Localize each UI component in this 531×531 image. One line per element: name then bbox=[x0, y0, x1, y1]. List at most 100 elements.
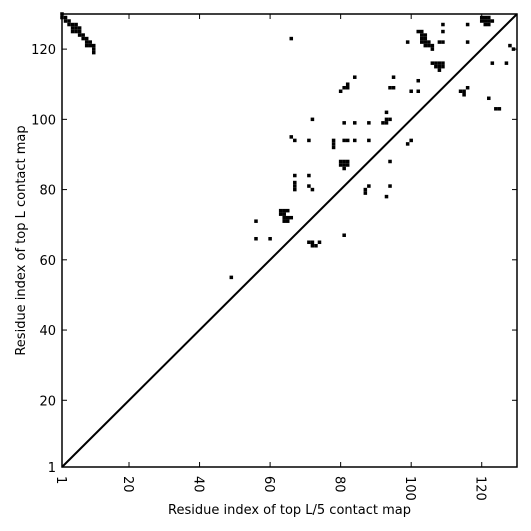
contact-cell bbox=[483, 19, 488, 23]
contact-cell bbox=[74, 22, 78, 27]
x-tick-label: 60 bbox=[261, 476, 276, 493]
contact-cell bbox=[254, 219, 258, 223]
contact-cell bbox=[384, 110, 389, 115]
contact-cell bbox=[331, 138, 336, 143]
contact-cell bbox=[363, 191, 368, 195]
contact-cell bbox=[310, 117, 315, 122]
contact-cell bbox=[63, 19, 68, 23]
contact-cell bbox=[345, 138, 350, 143]
contact-cell bbox=[282, 219, 286, 223]
contact-cell bbox=[285, 215, 290, 220]
y-tick-label: 120 bbox=[31, 43, 56, 58]
contact-cell bbox=[88, 40, 92, 44]
contact-cell bbox=[391, 75, 396, 79]
contact-cell bbox=[490, 61, 495, 65]
x-tick-label: 40 bbox=[191, 476, 206, 493]
contact-cell bbox=[293, 180, 297, 185]
contact-cell bbox=[437, 64, 442, 69]
contact-cell bbox=[317, 240, 322, 245]
contact-cell bbox=[74, 29, 78, 34]
contact-cell bbox=[289, 36, 294, 41]
contact-cell bbox=[367, 121, 371, 125]
contact-cell bbox=[430, 61, 435, 65]
contact-cell bbox=[458, 89, 463, 94]
contact-cell bbox=[84, 43, 89, 48]
contact-cell bbox=[437, 40, 442, 44]
x-tick-label: 80 bbox=[332, 476, 347, 493]
contact-cell bbox=[388, 117, 392, 122]
x-axis: 1 20 40 60 80 100 120 bbox=[53, 14, 488, 501]
contact-cell bbox=[338, 163, 343, 167]
contact-cell bbox=[384, 117, 389, 122]
contact-cell bbox=[388, 184, 392, 188]
contact-cell bbox=[441, 40, 445, 44]
contact-cell bbox=[314, 244, 318, 248]
contact-cell bbox=[391, 85, 396, 90]
contact-cell bbox=[420, 36, 424, 41]
contact-cell bbox=[465, 40, 470, 44]
contact-cell bbox=[416, 29, 421, 34]
contact-cell bbox=[77, 33, 82, 37]
contact-cell bbox=[405, 40, 410, 44]
contact-cell bbox=[388, 159, 392, 164]
y-tick-label: 80 bbox=[39, 184, 56, 199]
contact-cell bbox=[420, 29, 424, 34]
contact-cell bbox=[416, 78, 421, 83]
contact-cell bbox=[70, 26, 75, 30]
contact-cell bbox=[338, 159, 343, 164]
contact-cell bbox=[437, 68, 442, 72]
contact-cell bbox=[331, 145, 336, 150]
contact-cell bbox=[405, 142, 410, 146]
contact-cell bbox=[420, 40, 424, 44]
contact-cell bbox=[462, 93, 466, 97]
contact-cell bbox=[70, 29, 75, 34]
contact-cell bbox=[363, 187, 368, 192]
contact-cell bbox=[81, 33, 85, 37]
contact-cell bbox=[310, 187, 315, 192]
contact-cell bbox=[434, 61, 438, 65]
contact-cell bbox=[77, 26, 82, 30]
contact-cell bbox=[345, 163, 350, 167]
contact-cell bbox=[307, 184, 311, 188]
contact-cell bbox=[338, 89, 343, 94]
contact-cell bbox=[430, 43, 435, 48]
x-axis-label: Residue index of top L/5 contact map bbox=[168, 503, 411, 518]
contact-cell bbox=[88, 43, 92, 48]
contact-cell bbox=[70, 22, 75, 27]
contact-cell bbox=[441, 61, 445, 65]
contact-cell bbox=[504, 61, 509, 65]
contact-cell bbox=[384, 121, 389, 125]
plot-frame bbox=[61, 13, 518, 468]
contact-cell bbox=[494, 107, 498, 111]
y-tick-label: 20 bbox=[39, 394, 56, 409]
contact-cell bbox=[508, 43, 512, 48]
contact-cell bbox=[416, 89, 421, 94]
x-tick-label: 120 bbox=[473, 476, 488, 501]
contact-cell bbox=[384, 194, 389, 199]
contact-cell bbox=[427, 40, 431, 44]
contact-cell bbox=[282, 215, 286, 220]
contact-cell bbox=[367, 138, 371, 143]
contact-cell bbox=[388, 85, 392, 90]
contact-cell bbox=[282, 212, 286, 216]
contact-cell bbox=[423, 43, 428, 48]
contact-cell bbox=[310, 240, 315, 245]
contact-cell bbox=[462, 89, 466, 94]
contact-cell bbox=[91, 50, 96, 55]
contact-cell bbox=[254, 236, 258, 241]
contact-cell bbox=[441, 64, 445, 69]
contact-cell bbox=[483, 22, 488, 27]
contact-cell bbox=[423, 33, 428, 37]
contact-cell bbox=[409, 138, 413, 143]
contact-cell bbox=[434, 64, 438, 69]
contact-cell bbox=[342, 85, 346, 90]
contact-cell bbox=[437, 61, 442, 65]
contact-cell bbox=[307, 240, 311, 245]
contact-cell bbox=[479, 19, 484, 23]
contact-cell bbox=[307, 138, 311, 143]
contact-cell bbox=[441, 22, 445, 27]
contact-cell bbox=[342, 233, 346, 237]
